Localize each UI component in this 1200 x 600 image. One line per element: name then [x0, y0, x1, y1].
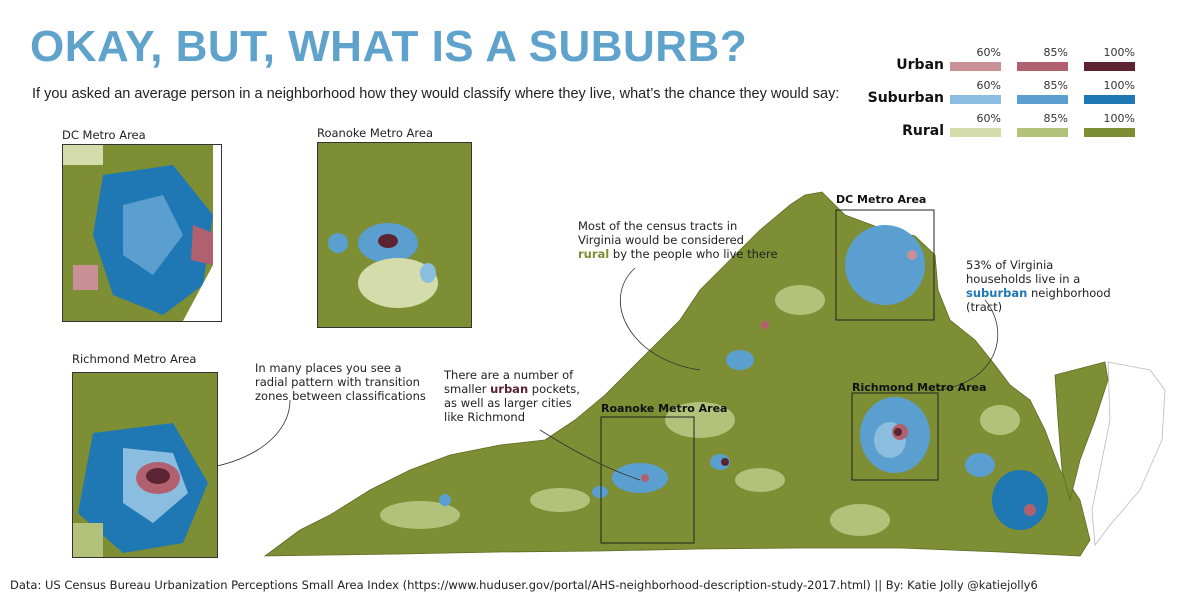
- annotation-radial: In many places you see a radial pattern …: [255, 361, 426, 403]
- legend-row-urban: Urban 60% 85% 100%: [860, 44, 1140, 77]
- rural-light-patches: [380, 285, 1020, 536]
- legend-label: Urban: [896, 57, 944, 73]
- legend-level: 100%: [1103, 79, 1135, 92]
- urban-patches: [641, 250, 1036, 516]
- inset-roanoke-map: [317, 142, 472, 328]
- annotation-urban: There are a number of smaller urban pock…: [444, 368, 580, 424]
- legend-swatch: [1017, 128, 1068, 137]
- subtitle: If you asked an average person in a neig…: [32, 86, 840, 102]
- legend: Urban 60% 85% 100% Suburban 60% 85% 100% Rural 60…: [860, 44, 1140, 143]
- legend-level: 85%: [1043, 79, 1068, 92]
- inset-title-dc: DC Metro Area: [62, 128, 146, 142]
- inset-dc-map: [62, 144, 222, 322]
- region-boxes: [600, 209, 939, 544]
- legend-level: 100%: [1103, 112, 1135, 125]
- legend-row-rural: Rural 60% 85% 100%: [860, 110, 1140, 143]
- annotation-rural: Most of the census tracts in Virginia wo…: [578, 219, 778, 261]
- map-label-dc: DC Metro Area: [836, 193, 927, 206]
- page-title: Okay, but, what is a suburb?: [30, 22, 748, 71]
- legend-level: 85%: [1043, 46, 1068, 59]
- legend-label: Rural: [902, 123, 944, 139]
- legend-swatch: [1084, 128, 1135, 137]
- legend-level: 60%: [976, 79, 1001, 92]
- outline-region: [1091, 361, 1166, 547]
- inset-title-richmond: Richmond Metro Area: [72, 352, 197, 366]
- legend-level: 60%: [976, 46, 1001, 59]
- legend-level: 60%: [976, 112, 1001, 125]
- legend-row-suburban: Suburban 60% 85% 100%: [860, 77, 1140, 110]
- legend-swatch: [950, 95, 1001, 104]
- legend-level: 85%: [1043, 112, 1068, 125]
- legend-swatch: [1017, 95, 1068, 104]
- annotation-suburban: 53% of Virginia households live in a sub…: [966, 258, 1111, 314]
- inset-title-roanoke: Roanoke Metro Area: [317, 126, 433, 140]
- inset-richmond-map: [72, 372, 218, 558]
- eastern-shore: [1054, 361, 1109, 502]
- map-label-roanoke: Roanoke Metro Area: [601, 402, 728, 415]
- legend-level: 100%: [1103, 46, 1135, 59]
- legend-swatch: [950, 128, 1001, 137]
- legend-swatch: [1084, 62, 1135, 71]
- legend-swatch: [1084, 95, 1135, 104]
- legend-swatch: [1017, 62, 1068, 71]
- legend-label: Suburban: [867, 90, 944, 106]
- map-label-richmond: Richmond Metro Area: [852, 381, 987, 394]
- legend-swatch: [950, 62, 1001, 71]
- footer-source: Data: US Census Bureau Urbanization Perc…: [10, 578, 1038, 592]
